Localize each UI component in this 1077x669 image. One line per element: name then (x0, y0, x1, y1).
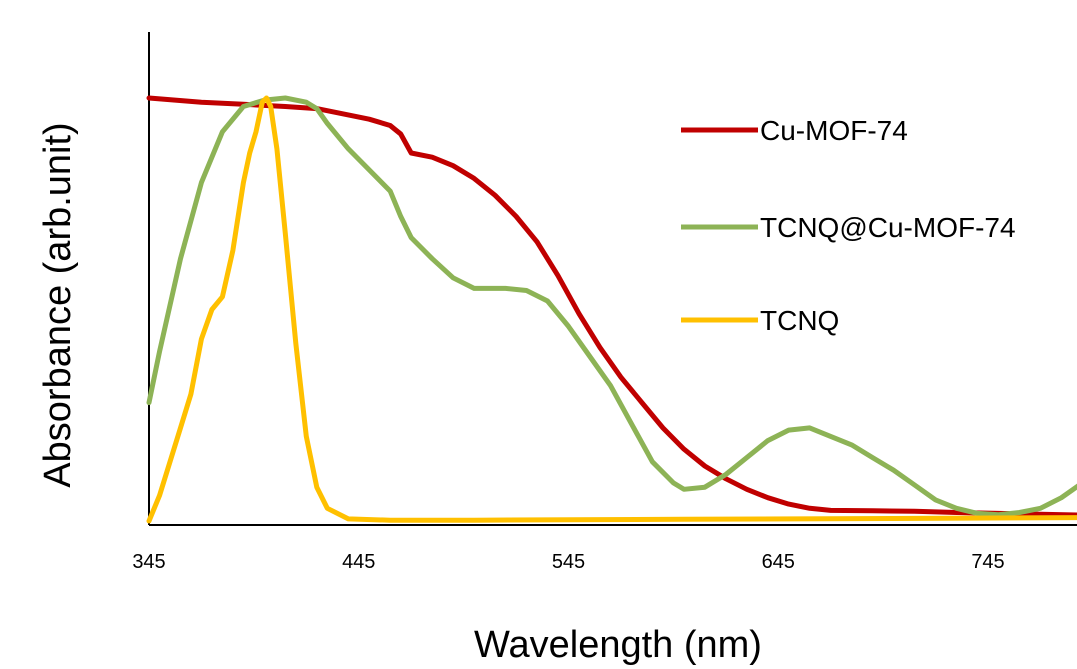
x-tick-label: 745 (971, 551, 1004, 573)
series-line-tcnq-cu-mof-74 (146, 95, 1077, 518)
y-axis-title: Absorbance (arb.unit) (37, 122, 79, 487)
x-tick-label: 445 (342, 551, 375, 573)
x-tick-label: 545 (552, 551, 585, 573)
plot-area: 345 445 545 645 745 (132, 32, 1077, 573)
series-lines (146, 95, 1077, 524)
x-tick-label: 345 (132, 551, 165, 573)
legend-label: Cu-MOF-74 (760, 115, 908, 146)
series-line-tcnq (146, 95, 1077, 524)
x-tick-label: 645 (762, 551, 795, 573)
legend: Cu-MOF-74 TCNQ@Cu-MOF-74 TCNQ (681, 115, 1016, 336)
legend-label: TCNQ@Cu-MOF-74 (760, 212, 1016, 243)
legend-label: TCNQ (760, 305, 839, 336)
x-axis-ticks: 345 445 545 645 745 (132, 551, 1004, 573)
series-line-cu-mof-74 (146, 95, 1077, 518)
x-axis-title: Wavelength (nm) (474, 624, 762, 666)
